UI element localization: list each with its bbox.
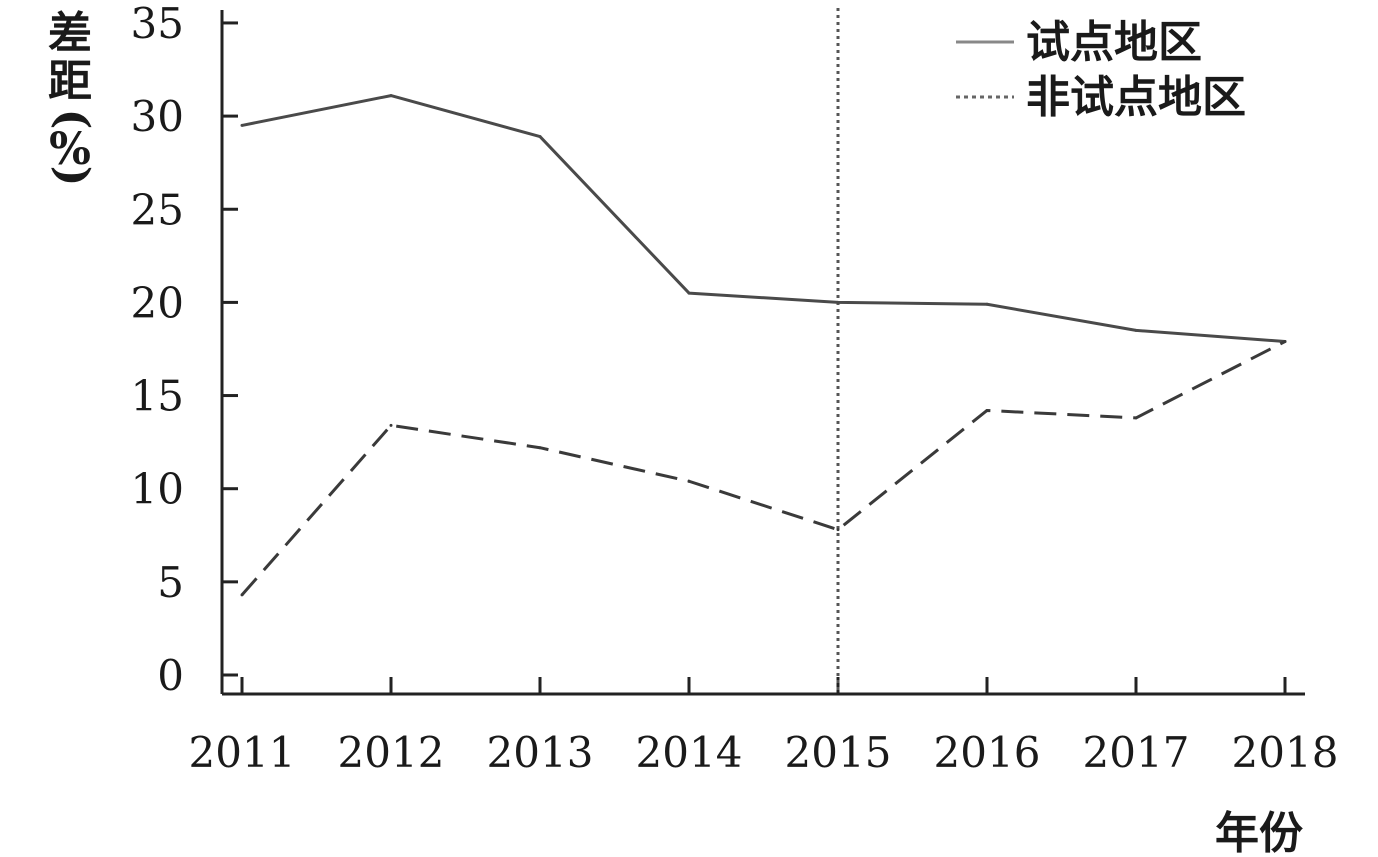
series-1-point [1134,328,1138,332]
series-2-point [687,479,691,483]
y-axis-label-char: ) [47,166,98,187]
series-2-point [1134,416,1138,420]
y-tick-label: 25 [131,185,184,234]
y-tick-label: 15 [131,372,184,421]
series-layer [240,94,1287,597]
y-axis-label: 差距(%) [47,8,98,186]
x-axis-label: 年份 [1215,808,1303,857]
y-tick-label: 20 [131,278,184,327]
y-tick-label: 10 [131,465,184,514]
y-tick-label: 30 [131,92,184,141]
series-2-point [836,528,840,532]
series-1-point [538,135,542,139]
y-ticks: 0 5 10 15 20 25 30 35 [131,0,238,700]
axes [220,10,1305,696]
y-tick-label: 5 [157,558,184,607]
series-1-point [687,291,691,295]
y-axis-label-char: % [49,124,91,175]
x-tick-label: 2014 [636,728,743,777]
legend-label: 非试点地区 [1026,72,1246,123]
y-axis-label-char: 差 [48,8,92,59]
x-tick-label: 2013 [487,728,594,777]
x-ticks: 2011 2012 2013 2014 2015 2016 2017 2018 [189,677,1339,777]
series-line-2 [240,340,1286,596]
series-line-1 [241,94,1286,344]
x-tick-label: 2017 [1083,728,1190,777]
series-2-point [389,423,393,427]
x-tick-label: 2012 [338,728,445,777]
x-tick-label: 2018 [1232,728,1339,777]
x-tick-label: 2016 [934,728,1041,777]
x-tick-label: 2015 [785,728,892,777]
series-1-point [836,300,840,304]
series-1-point [240,123,244,127]
legend-label: 试点地区 [1026,17,1202,68]
series-1-point [985,302,989,306]
series-2-point [1283,340,1287,344]
series-2-point [240,593,244,597]
series-2-point [538,446,542,450]
series-1-point [389,94,393,98]
y-tick-label: 35 [131,0,184,48]
series-2-point [985,408,989,412]
x-tick-label: 2011 [189,728,296,777]
y-tick-label: 0 [157,651,184,700]
y-axis-label-char: ( [47,109,98,130]
y-axis-label-char: 距 [48,56,92,107]
